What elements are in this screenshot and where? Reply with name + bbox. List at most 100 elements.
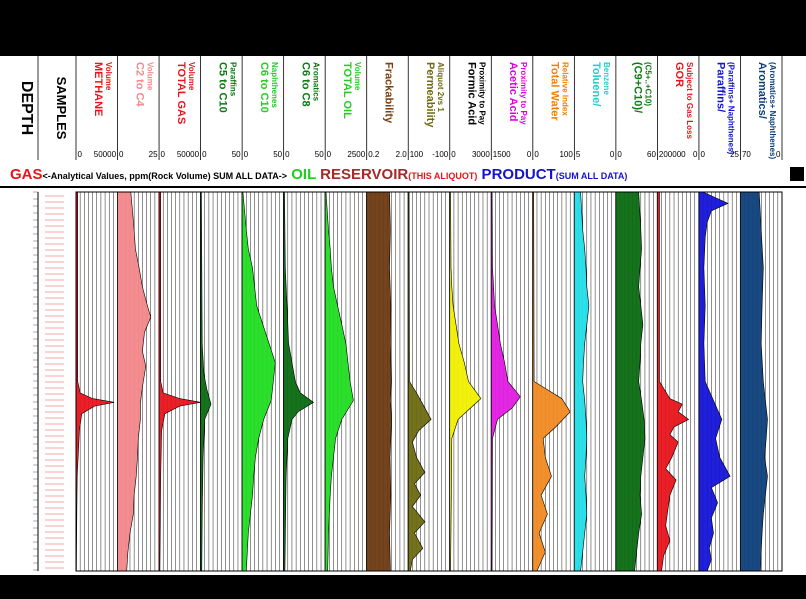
legend-3: RESERVOIR: [316, 166, 408, 183]
track-range-min-aromatics: 70: [742, 150, 751, 159]
track-range-min-c9c10: 0: [617, 150, 622, 159]
legend-5: PRODUCT: [477, 166, 555, 183]
track-range-max-c2c4: 25: [149, 150, 158, 159]
track-range-max-c6c8: 50: [315, 150, 324, 159]
track-range-min-water: 0: [534, 150, 539, 159]
legend-0: GAS: [10, 166, 43, 183]
track-fill-frack: [366, 191, 392, 572]
track-fill-toluene: [574, 191, 590, 572]
samples-header: SAMPLES: [54, 77, 69, 140]
track-subtitle-toluene: Benzene: [602, 62, 611, 95]
track-subtitle-c6c8: Aromatics: [311, 62, 320, 102]
track-subtitle-totalgas: Volume: [187, 62, 196, 91]
track-perm: [407, 191, 451, 572]
track-range-max-totalgas: 50000: [177, 150, 200, 159]
legend-band: [0, 160, 806, 186]
legend-2: OIL: [287, 166, 316, 183]
track-range-min-methane: 0: [78, 150, 83, 159]
track-title-acetic: Acetic Acid: [507, 62, 519, 122]
track-fill-aromatics: [740, 191, 768, 572]
track-range-max-methane: 50000: [94, 150, 117, 159]
track-range-max-formic: 3000: [472, 150, 490, 159]
track-range-min-perm: 100: [410, 150, 424, 159]
track-subtitle-totaloil: Volume: [353, 62, 362, 91]
track-range-min-c5c10: 0: [202, 150, 207, 159]
track-subtitle-methane: Volume: [104, 62, 113, 91]
track-title-c2c4: C2 to C4: [133, 62, 145, 108]
track-range-min-c6c8: 0: [285, 150, 290, 159]
track-range-min-formic: 0: [451, 150, 456, 159]
track-range-min-c6c10: 0: [244, 150, 249, 159]
track-title-c5c10: C5 to C10: [216, 62, 228, 113]
plot-frame: [75, 191, 783, 572]
track-range-min-gor: 200000: [659, 150, 686, 159]
track-toluene: [573, 191, 617, 572]
track-range-max-paraffins: 25: [730, 150, 739, 159]
track-title-paraffins: Paraffins/: [715, 62, 727, 112]
track-range-max-c6c10: 50: [273, 150, 282, 159]
legend-line: GAS<-Analytical Values, ppm(Rock Volume)…: [10, 166, 627, 183]
track-fill-paraffins: [698, 191, 731, 572]
track-range-min-paraffins: 0: [700, 150, 705, 159]
track-subtitle-paraffins: (Paraffins+ Naphthenes): [727, 62, 736, 155]
track-title-water: Total Water: [549, 62, 561, 121]
track-range-max-water: 100: [559, 150, 573, 159]
track-range-min-totaloil: 0: [327, 150, 332, 159]
track-subtitle-c2c4: Volume: [145, 62, 154, 91]
track-range-min-acetic: 1500: [493, 150, 511, 159]
track-title-gor: GOR: [673, 62, 685, 87]
track-subtitle-gor: Subject to Gas Loss: [685, 62, 694, 139]
track-title-frack: Frackability: [382, 62, 394, 124]
track-subtitle-c9c10: (C5+..+C10): [644, 62, 653, 106]
track-title-formic: Formic Acid: [466, 62, 478, 125]
track-fill-perm: [407, 191, 432, 572]
track-range-max-totaloil: 2500: [347, 150, 365, 159]
track-subtitle-c6c10: Naphthenes: [270, 62, 279, 108]
track-title-totaloil: TOTAL OIL: [341, 62, 353, 119]
track-range-max-frack: 2.0: [396, 150, 408, 159]
track-fill-c6c10: [241, 191, 276, 572]
track-subtitle-c5c10: Paraffins: [228, 62, 237, 97]
track-formic: [449, 191, 492, 572]
track-subtitle-water: Relative Index: [561, 62, 570, 116]
track-range-max-gor: 0: [693, 150, 698, 159]
track-range-max-c9c10: 60: [647, 150, 656, 159]
track-title-perm: Permeability: [424, 62, 436, 128]
legend-4: (THIS ALIQUOT): [408, 171, 477, 181]
track-subtitle-formic: Proximity to Pay: [478, 62, 487, 125]
track-subtitle-perm: Aliquot 2vs 1: [436, 62, 445, 112]
track-fill-c2c4: [117, 191, 152, 572]
track-fill-gor: [657, 191, 690, 572]
track-title-c6c10: C6 to C10: [258, 62, 270, 113]
track-range-min-totalgas: 0: [161, 150, 166, 159]
track-range-min-frack: 0.2: [368, 150, 380, 159]
track-fill-methane: [75, 191, 115, 572]
header-band: [0, 56, 806, 160]
legend-1: <-Analytical Values, ppm(Rock Volume) SU…: [43, 171, 288, 181]
sample-ticks: [45, 195, 64, 569]
track-title-totalgas: TOTAL GAS: [175, 62, 187, 124]
track-range-min-toluene: 5: [576, 150, 581, 159]
track-range-max-acetic: 0: [527, 150, 532, 159]
track-range-max-toluene: 0: [610, 150, 615, 159]
track-range-max-aromatics: 0: [776, 150, 781, 159]
depth-header: DEPTH: [18, 81, 35, 135]
track-fill-totaloil: [324, 191, 354, 572]
track-range-max-perm: -100: [432, 150, 449, 159]
track-fill-c9c10: [615, 191, 646, 572]
track-title-methane: METHANE: [92, 62, 104, 116]
track-range-min-c2c4: 0: [119, 150, 124, 159]
track-fill-water: [532, 191, 571, 572]
track-subtitle-acetic: Proximity to Pay: [519, 62, 528, 125]
track-title-toluene: Toluene/: [590, 62, 602, 106]
track-title-aromatics: Aromatics/: [756, 62, 768, 119]
track-subtitle-aromatics: (Aromatics+ Naphthenes): [768, 62, 777, 159]
legend-6: (SUM ALL DATA): [556, 171, 628, 181]
track-range-max-c5c10: 50: [232, 150, 241, 159]
track-fill-acetic: [490, 191, 521, 572]
track-c9c10: [615, 191, 658, 572]
track-fill-formic: [449, 191, 482, 572]
track-title-c9c10: (C9+C10)/: [632, 62, 644, 113]
